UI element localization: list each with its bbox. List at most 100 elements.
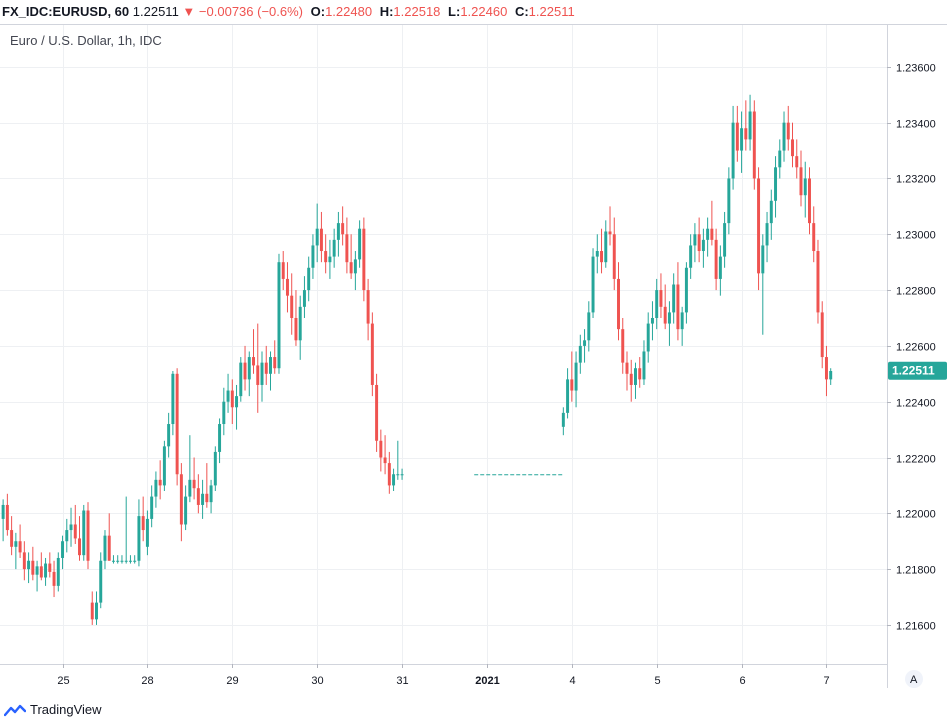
candle xyxy=(137,499,141,567)
candle-body xyxy=(362,228,366,291)
candle-body xyxy=(578,345,582,363)
candle-body xyxy=(222,401,226,425)
candle-body xyxy=(349,262,353,274)
candle-body xyxy=(264,362,268,374)
candle xyxy=(723,211,727,268)
candle xyxy=(345,217,349,274)
symbol-name[interactable]: FX_IDC:EURUSD, 60 xyxy=(2,4,130,19)
candle xyxy=(744,100,748,151)
time-tick-label: 7 xyxy=(823,675,829,687)
candle-body xyxy=(808,178,811,224)
high-label: H: xyxy=(379,4,394,19)
candle-body xyxy=(663,306,667,324)
candle xyxy=(761,234,765,335)
candle-body xyxy=(769,200,773,224)
candle-body xyxy=(655,290,659,318)
candle xyxy=(570,351,574,402)
candle-body xyxy=(782,122,786,151)
candle-body xyxy=(400,474,404,476)
auto-scale-button[interactable]: A xyxy=(905,670,923,688)
tradingview-logo[interactable]: TradingView xyxy=(4,702,102,717)
candle-body xyxy=(659,290,663,307)
price-tick-label: 1.23600 xyxy=(896,63,936,75)
close-label: C: xyxy=(514,4,529,19)
candle xyxy=(209,479,213,514)
price-tick-label: 1.22800 xyxy=(896,286,936,298)
candle-body xyxy=(379,440,383,458)
candle-body xyxy=(650,317,654,324)
last-price-badge-text: 1.22511 xyxy=(892,364,935,378)
tradingview-icon xyxy=(4,704,26,716)
candle xyxy=(14,532,18,570)
candle xyxy=(680,306,684,346)
price-tick-label: 1.23000 xyxy=(896,230,936,242)
candle-body xyxy=(328,256,332,263)
candle xyxy=(69,507,73,547)
candle xyxy=(612,217,616,291)
candle xyxy=(260,351,264,402)
candle xyxy=(243,345,247,391)
candle-body xyxy=(820,312,824,358)
candle-body xyxy=(188,479,192,497)
candle-body xyxy=(273,357,277,369)
candle-body xyxy=(243,362,247,380)
candle-body xyxy=(646,323,650,352)
candle-body xyxy=(672,284,676,313)
candle-body xyxy=(319,228,323,252)
candle-body xyxy=(196,488,200,505)
candle xyxy=(179,463,183,542)
candle-body xyxy=(786,122,790,140)
candle xyxy=(90,591,94,625)
candle-body xyxy=(90,602,94,620)
candle xyxy=(765,211,769,263)
candle-body xyxy=(78,538,81,556)
candle-body xyxy=(345,234,349,263)
candle xyxy=(752,100,756,190)
candle xyxy=(264,345,268,385)
candle-body xyxy=(184,496,188,525)
candle-body xyxy=(566,379,570,413)
candle-body xyxy=(600,251,604,263)
price-tick-label: 1.22200 xyxy=(896,454,936,466)
candle xyxy=(587,301,591,352)
candle-body xyxy=(235,396,239,408)
candle xyxy=(10,516,14,556)
low-value: 1.22460 xyxy=(460,4,508,19)
low-label: L: xyxy=(448,4,461,19)
time-axis: 25 28 29 30 31 2021 4 5 6 7 xyxy=(57,664,830,687)
candle xyxy=(218,418,222,464)
candle xyxy=(629,359,633,402)
candle xyxy=(120,555,124,564)
candle xyxy=(5,493,9,536)
candle xyxy=(600,228,604,274)
candle xyxy=(358,220,362,268)
candle xyxy=(1,499,5,542)
candle xyxy=(353,251,357,291)
candle-body xyxy=(383,457,387,464)
candle xyxy=(757,167,761,291)
candle-body xyxy=(61,541,65,558)
candle-body xyxy=(701,239,705,252)
candle-body xyxy=(82,510,86,556)
candlestick-chart[interactable]: 1.23600 1.23400 1.23200 1.23000 1.22800 1.226… xyxy=(0,0,947,699)
candle xyxy=(107,513,111,561)
candle xyxy=(61,535,65,570)
candle-body xyxy=(302,290,306,307)
candle xyxy=(307,256,311,302)
close-value: 1.22511 xyxy=(528,4,575,19)
candles xyxy=(1,94,833,625)
candle xyxy=(676,262,680,341)
candle xyxy=(791,122,794,168)
candle xyxy=(162,440,166,491)
candle xyxy=(774,156,778,218)
candle-body xyxy=(799,167,803,196)
time-tick-label: 25 xyxy=(57,675,69,687)
candle xyxy=(222,387,226,436)
candle xyxy=(252,329,256,374)
candle-body xyxy=(95,602,98,620)
candle-body xyxy=(133,560,137,562)
tradingview-brand: TradingView xyxy=(30,702,102,717)
candle xyxy=(99,552,103,609)
candle xyxy=(31,546,35,581)
candle-body xyxy=(392,474,396,486)
